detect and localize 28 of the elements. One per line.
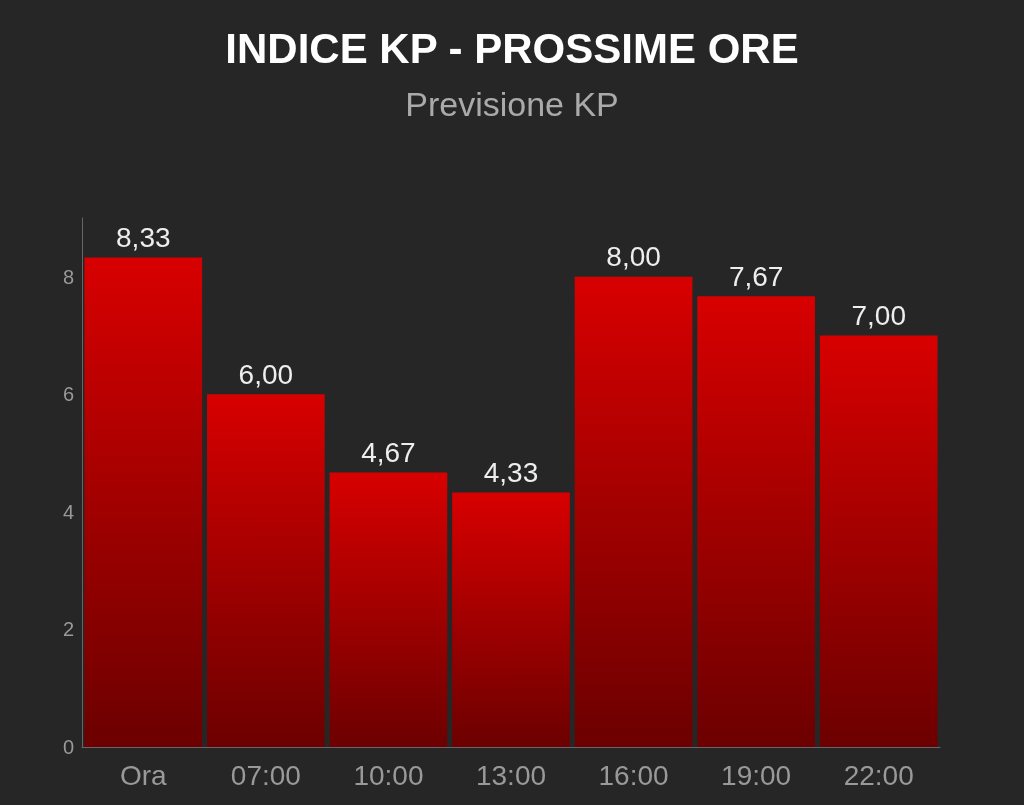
data-label: 7,67	[728, 260, 784, 292]
x-tick-label: 19:00	[721, 759, 792, 791]
chart-title: INDICE KP - PROSSIME ORE	[225, 24, 799, 72]
y-tick-label: 2	[62, 618, 74, 641]
data-label: 7,00	[851, 300, 906, 332]
y-tick-label: 0	[62, 736, 74, 758]
y-tick-label: 8	[62, 265, 74, 288]
x-tick-label: 10:00	[353, 759, 424, 791]
x-tick-label: 16:00	[598, 759, 669, 791]
data-label: 8,00	[606, 241, 661, 273]
bar	[574, 276, 693, 747]
data-label: 8,33	[116, 221, 171, 253]
bar	[329, 472, 448, 747]
y-tick-label: 6	[62, 383, 74, 406]
bar	[697, 296, 815, 747]
x-tick-label: 07:00	[230, 759, 301, 791]
x-tick-label: Ora	[119, 759, 168, 791]
data-label: 4,33	[483, 456, 539, 488]
y-tick-label: 4	[62, 500, 74, 523]
bar	[84, 257, 203, 747]
bar	[452, 492, 570, 747]
x-tick-label: 13:00	[475, 759, 547, 791]
data-label: 6,00	[238, 358, 294, 390]
data-label: 4,67	[361, 437, 416, 469]
bar	[207, 394, 325, 747]
bar	[819, 335, 938, 747]
x-tick-label: 22:00	[843, 759, 914, 791]
chart-subtitle: Previsione KP	[405, 85, 619, 123]
